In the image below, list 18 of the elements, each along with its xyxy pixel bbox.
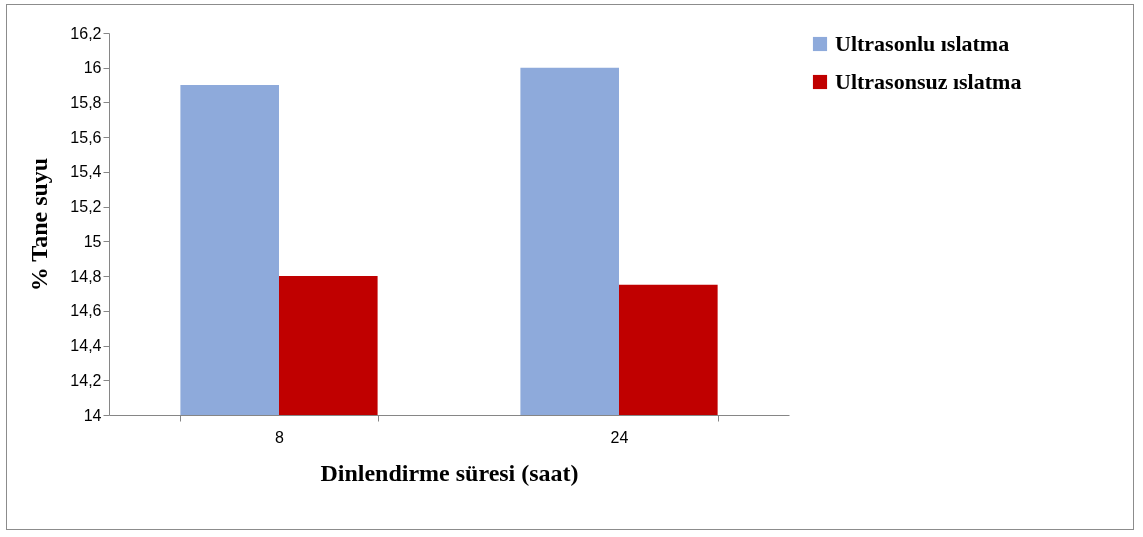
legend-label: Ultrasonlu ıslatma (835, 31, 1010, 56)
y-tick-label: 15,8 (70, 93, 102, 111)
y-tick-label: 16 (83, 59, 102, 77)
y-tick-label: 14,4 (70, 337, 102, 355)
y-tick-label: 16,2 (70, 24, 102, 42)
y-tick-label: 15,2 (70, 198, 102, 216)
y-tick-label: 14,2 (70, 371, 102, 389)
x-tick-label: 8 (275, 428, 285, 446)
y-tick-label: 14 (83, 406, 102, 424)
y-tick-label: 15,4 (70, 163, 102, 181)
y-axis-title: % Tane suyu (26, 157, 53, 292)
y-tick-label: 14,8 (70, 267, 102, 285)
x-axis-title: Dinlendirme süresi (saat) (320, 459, 579, 486)
y-tick-label: 14,6 (70, 302, 102, 320)
y-tick-label: 15 (83, 232, 102, 250)
legend-label: Ultrasonsuz ıslatma (835, 69, 1022, 94)
y-tick-label: 15,6 (70, 128, 102, 146)
x-tick-label: 24 (610, 428, 629, 446)
